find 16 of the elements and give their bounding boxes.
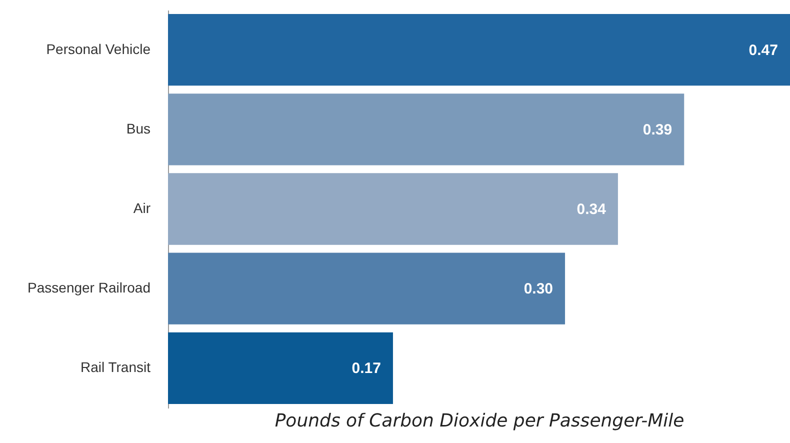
y-tick-label: Bus (126, 120, 150, 136)
data-label: 0.34 (576, 201, 607, 218)
y-tick-label: Passenger Railroad (28, 280, 150, 296)
y-tick-label: Rail Transit (80, 359, 151, 376)
bar (168, 14, 790, 86)
y-tick-label: Personal Vehicle (46, 40, 151, 57)
data-label: 0.47 (748, 42, 778, 59)
bar (168, 252, 566, 324)
y-tick-label: Air (133, 200, 151, 216)
x-axis-title: Pounds of Carbon Dioxide per Passenger-Mile (274, 410, 684, 432)
data-label: 0.39 (642, 121, 672, 138)
bar (168, 94, 684, 166)
data-label: 0.17 (352, 360, 381, 378)
data-label: 0.30 (524, 280, 554, 298)
bar (168, 332, 393, 404)
bar (168, 173, 618, 245)
